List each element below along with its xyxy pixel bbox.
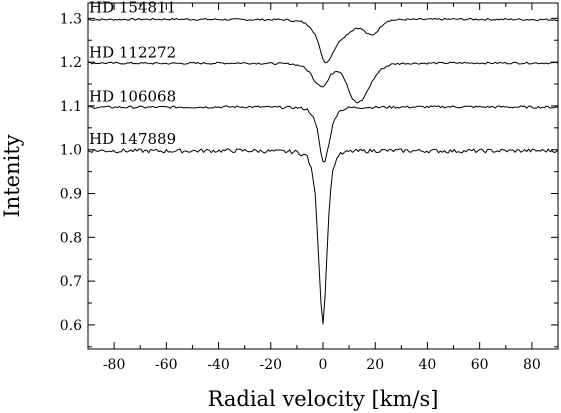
x-axis-ticks: -80 -60 -40 -20 0 20 40 60 80 (87, 3, 559, 373)
x-tick-label: -80 (103, 357, 126, 373)
x-tick-label: -60 (155, 357, 178, 373)
y-tick-label: 0.9 (60, 187, 82, 203)
y-tick-label: 1.2 (60, 55, 82, 71)
x-tick-label: 40 (419, 357, 437, 373)
series-label: HD 106068 (89, 88, 176, 106)
spectrum-line (87, 105, 559, 163)
spectrum-line (87, 148, 559, 325)
x-tick-label: 20 (366, 357, 384, 373)
y-tick-label: 0.7 (60, 274, 82, 290)
y-tick-label: 0.6 (60, 318, 82, 334)
y-axis-title: Intenity (0, 134, 24, 217)
series-labels: HD 154811 HD 112272 HD 106068 HD 147889 (89, 0, 176, 148)
series-label: HD 154811 (89, 0, 176, 17)
x-tick-label: 0 (319, 357, 328, 373)
spectrum-line (87, 61, 559, 104)
x-tick-label: -20 (260, 357, 283, 373)
series-label: HD 147889 (89, 130, 176, 148)
x-tick-label: -40 (207, 357, 230, 373)
series-label: HD 112272 (89, 43, 176, 61)
y-axis-ticks: 0.6 0.7 0.8 0.9 1.0 1.1 1.2 1.3 (60, 11, 558, 348)
spectrum-lines (87, 17, 559, 325)
x-axis-title: Radial velocity [km/s] (208, 387, 439, 411)
spectrum-line (87, 17, 559, 64)
y-tick-label: 1.0 (60, 143, 82, 159)
y-tick-label: 0.8 (60, 230, 82, 246)
y-tick-label: 1.3 (60, 11, 82, 27)
y-tick-label: 1.1 (60, 99, 82, 115)
x-tick-label: 60 (471, 357, 489, 373)
x-tick-label: 80 (523, 357, 541, 373)
